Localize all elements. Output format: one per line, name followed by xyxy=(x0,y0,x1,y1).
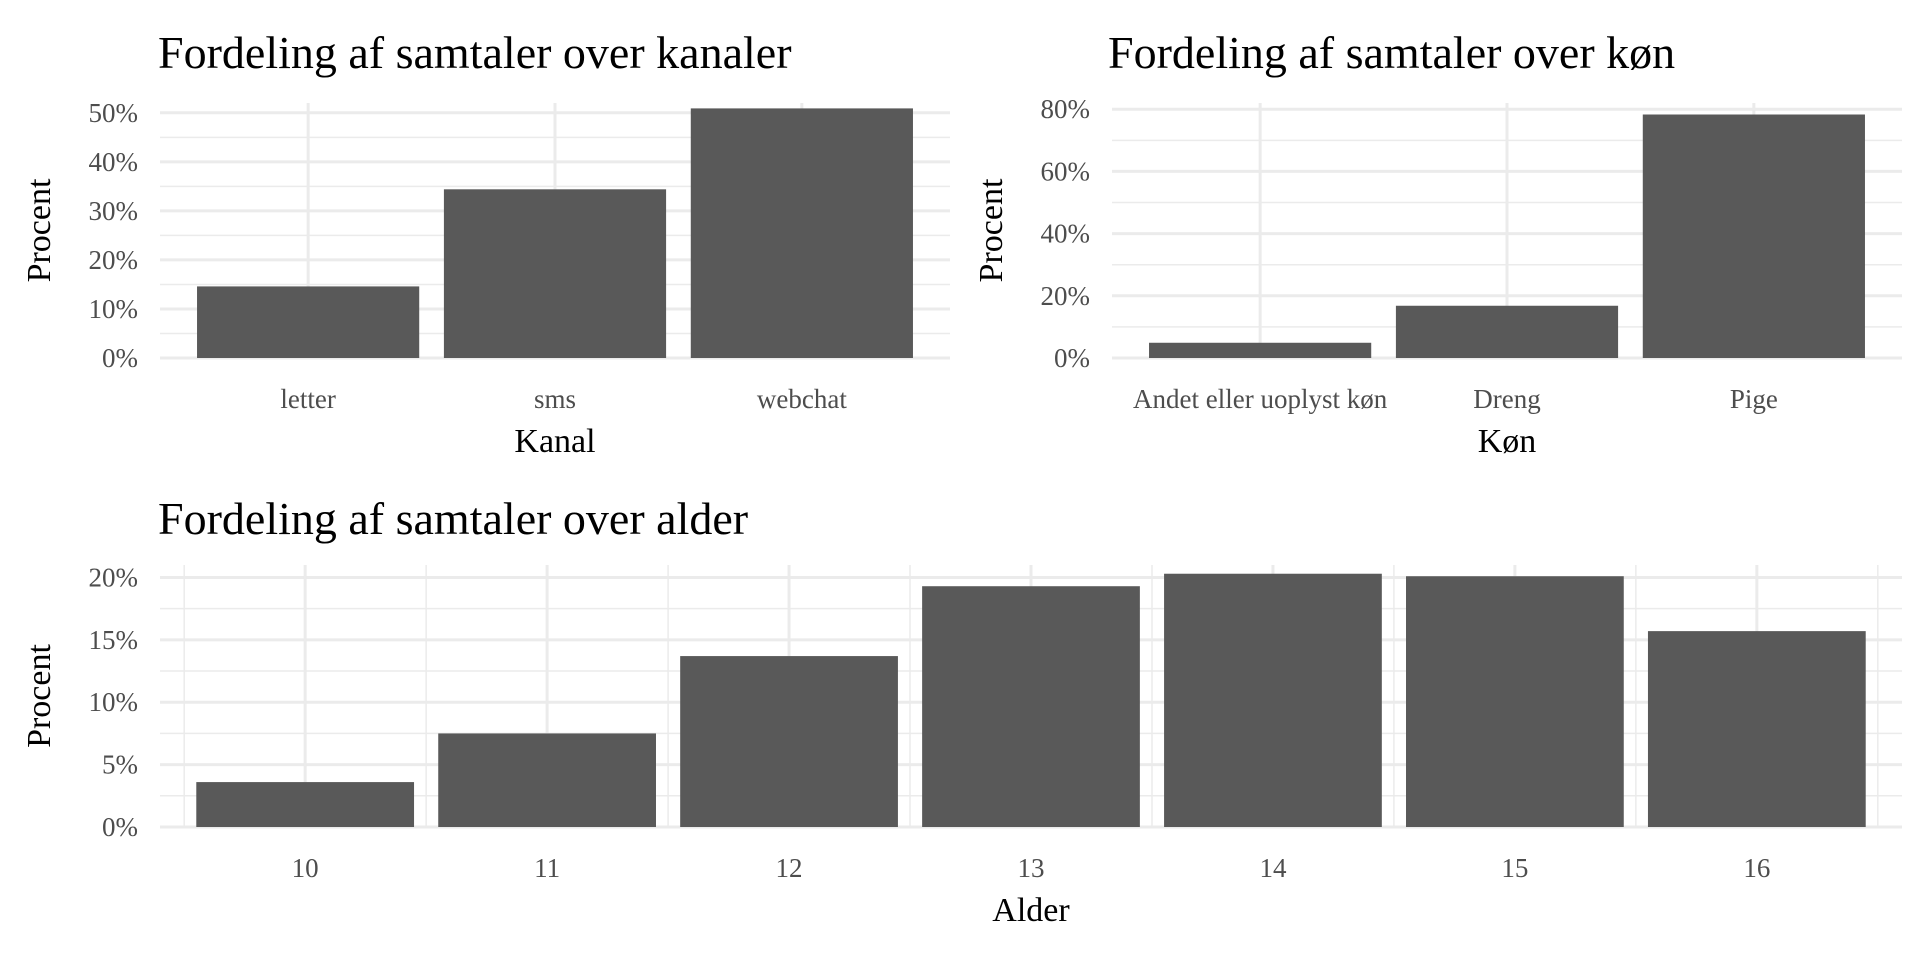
x-axis-title: Alder xyxy=(992,892,1070,929)
bar-pige xyxy=(1642,114,1865,358)
x-axis-title: Køn xyxy=(1478,423,1537,460)
bar-letter xyxy=(197,286,420,358)
bar-12 xyxy=(680,656,898,827)
y-tick-label: 15% xyxy=(89,625,139,655)
x-tick-label: 13 xyxy=(1018,853,1045,883)
y-tick-label: 40% xyxy=(89,147,139,177)
bar-15 xyxy=(1406,576,1624,827)
chart-panel-alder: 0% 5% 10% 15% 20% 10 11 12 13 14 15 16 Fordeling af … xyxy=(21,493,1902,929)
bar-10 xyxy=(196,782,415,827)
y-tick-label: 60% xyxy=(1041,156,1091,186)
y-axis-title: Procent xyxy=(21,178,58,282)
x-tick-label: 15 xyxy=(1501,853,1528,883)
x-axis-title: Kanal xyxy=(514,423,595,460)
x-tick-label: 10 xyxy=(292,853,319,883)
bar-16 xyxy=(1647,631,1866,827)
y-tick-label: 5% xyxy=(102,750,138,780)
y-tick-label: 0% xyxy=(102,343,138,373)
x-tick-label: webchat xyxy=(757,384,847,414)
x-tick-label: sms xyxy=(534,384,576,414)
bar-webchat xyxy=(690,108,913,359)
y-tick-label: 0% xyxy=(1054,343,1090,373)
x-tick-label: 11 xyxy=(534,853,560,883)
y-tick-label: 50% xyxy=(89,98,139,128)
chart-panel-kanal: 0% 10% 20% 30% 40% 50% letter sms webchat Fordeli… xyxy=(21,27,950,460)
y-tick-label: 30% xyxy=(89,196,139,226)
bar-andet-eller-uoplyst-køn xyxy=(1149,342,1372,358)
bar-sms xyxy=(443,189,667,358)
chart-title: Fordeling af samtaler over køn xyxy=(1108,27,1675,78)
x-tick-label: 14 xyxy=(1259,853,1287,883)
y-axis-title: Procent xyxy=(973,178,1010,282)
y-axis-title: Procent xyxy=(21,644,58,748)
chart-title: Fordeling af samtaler over alder xyxy=(158,493,748,544)
y-tick-label: 20% xyxy=(1041,281,1091,311)
y-tick-label: 40% xyxy=(1041,219,1091,249)
y-tick-label: 20% xyxy=(89,562,139,592)
bar-dreng xyxy=(1395,305,1619,358)
x-tick-label: 16 xyxy=(1743,853,1770,883)
bar-13 xyxy=(922,586,1140,827)
x-tick-label: Andet eller uoplyst køn xyxy=(1133,384,1388,414)
y-tick-label: 10% xyxy=(89,687,139,717)
x-tick-label: letter xyxy=(280,384,335,414)
chart-title: Fordeling af samtaler over kanaler xyxy=(158,27,792,78)
y-tick-label: 80% xyxy=(1041,94,1091,124)
bar-14 xyxy=(1164,573,1382,827)
bar-11 xyxy=(438,733,656,827)
x-tick-label: Pige xyxy=(1730,384,1778,414)
y-tick-label: 10% xyxy=(89,294,139,324)
chart-panel-koen: 0% 20% 40% 60% 80% Andet eller uoplyst køn Dre… xyxy=(973,27,1902,460)
y-tick-label: 20% xyxy=(89,245,139,275)
x-tick-label: 12 xyxy=(776,853,803,883)
y-tick-label: 0% xyxy=(102,812,138,842)
x-tick-label: Dreng xyxy=(1473,384,1540,414)
